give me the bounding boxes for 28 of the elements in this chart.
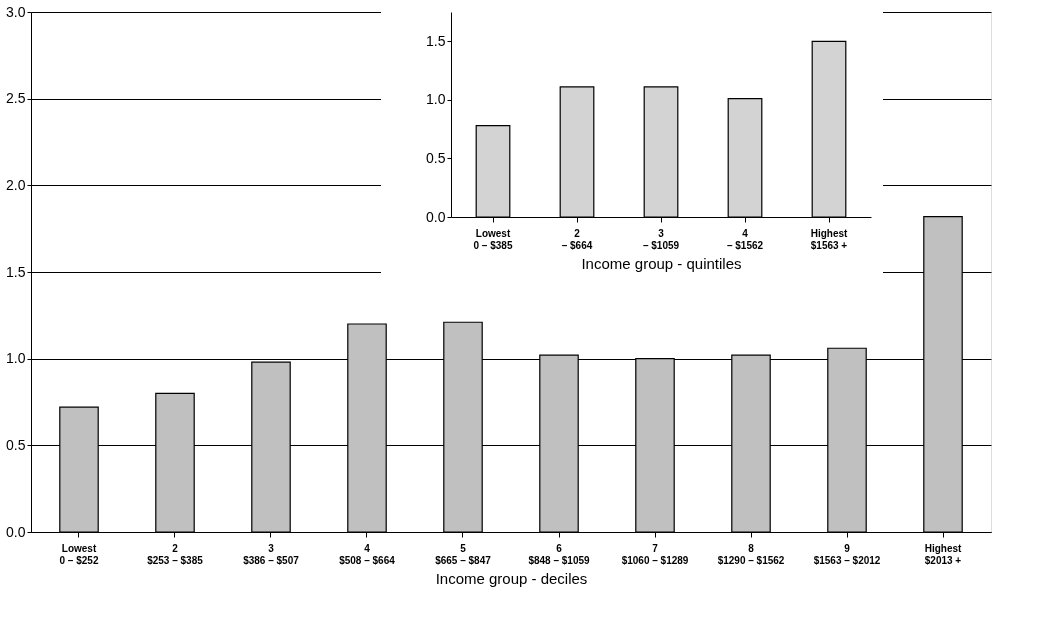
x-tick-label: 3 – $1059 <box>642 227 680 251</box>
y-tick-label: 1.0 <box>6 350 26 367</box>
x-tick-label: 8 $1290 – $1562 <box>717 542 785 566</box>
y-tick-label: 1.5 <box>426 32 446 49</box>
y-tick-label: 2.0 <box>6 176 26 193</box>
x-axis-title: Income group - quintiles <box>581 254 742 272</box>
x-tick-label: 6 $848 – $1059 <box>528 542 591 566</box>
x-tick-label: 7 $1060 – $1289 <box>621 542 689 566</box>
y-tick-label: 0.5 <box>426 149 446 166</box>
x-tick-label: 2 $253 – $385 <box>147 542 204 566</box>
x-tick-label: 5 $665 – $847 <box>435 542 492 566</box>
y-tick-label: 1.0 <box>426 91 446 108</box>
y-tick-label: 0.5 <box>6 436 26 453</box>
x-tick-label: Highest $1563 + <box>810 227 848 251</box>
x-tick-label: Lowest 0 – $252 <box>59 542 99 566</box>
x-tick-label: 9 $1563 – $2012 <box>813 542 881 566</box>
x-tick-label: 2 – $664 <box>561 227 593 251</box>
y-tick-label: 3.0 <box>6 3 26 20</box>
x-axis-title: Income group - deciles <box>435 569 588 587</box>
y-tick-label: 2.5 <box>6 90 26 107</box>
y-tick-label: 1.5 <box>6 263 26 280</box>
y-tick-label: 0.0 <box>426 208 446 225</box>
x-tick-label: 4 $508 – $664 <box>339 542 396 566</box>
x-tick-label: 3 $386 – $507 <box>243 542 300 566</box>
y-tick-label: 0.0 <box>6 523 26 540</box>
x-tick-label: Lowest 0 – $385 <box>473 227 513 251</box>
x-tick-label: Highest $2013 + <box>924 542 962 566</box>
x-tick-label: 4 – $1562 <box>726 227 764 251</box>
